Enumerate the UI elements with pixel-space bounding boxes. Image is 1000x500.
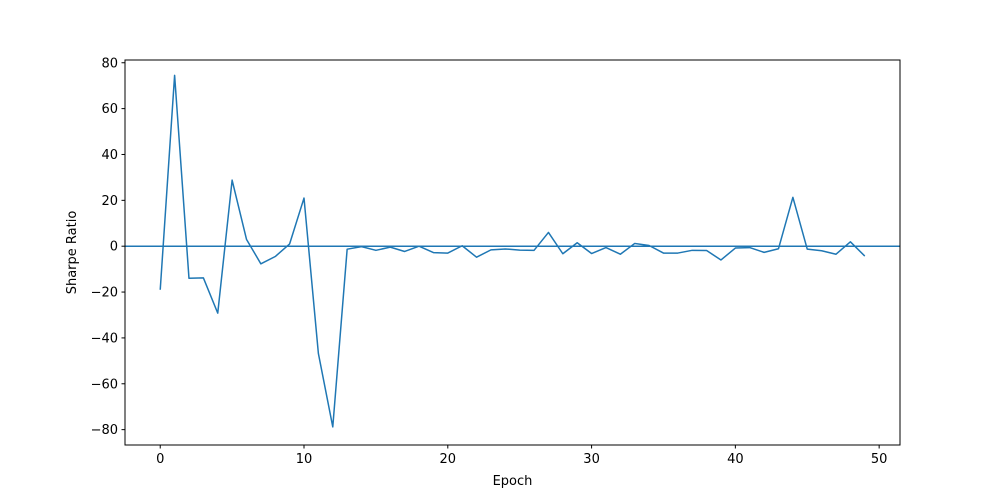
y-tick-label: −60 <box>91 377 118 392</box>
y-tick-label: 40 <box>101 148 118 163</box>
y-axis-label: Sharpe Ratio <box>65 211 80 295</box>
x-axis-ticks: 0 10 20 30 40 50 <box>156 445 887 467</box>
x-tick-label: 20 <box>440 452 457 467</box>
y-tick-label: 20 <box>101 194 118 209</box>
y-tick-label: 80 <box>101 56 118 71</box>
y-tick-label: −20 <box>91 286 118 301</box>
series-line <box>159 74 866 428</box>
x-tick-label: 40 <box>727 452 744 467</box>
x-tick-label: 0 <box>156 452 164 467</box>
y-axis-ticks: −80 −60 −40 −20 0 20 40 60 80 <box>91 56 125 438</box>
y-tick-label: −40 <box>91 331 118 346</box>
axes-frame <box>124 59 901 446</box>
y-tick-label: 60 <box>101 102 118 117</box>
plot-area <box>125 74 900 428</box>
y-tick-label: −80 <box>91 423 118 438</box>
x-tick-label: 10 <box>296 452 313 467</box>
y-tick-label: 0 <box>110 240 118 255</box>
x-tick-label: 30 <box>583 452 600 467</box>
x-axis-label: Epoch <box>493 474 533 489</box>
x-tick-label: 50 <box>871 452 888 467</box>
